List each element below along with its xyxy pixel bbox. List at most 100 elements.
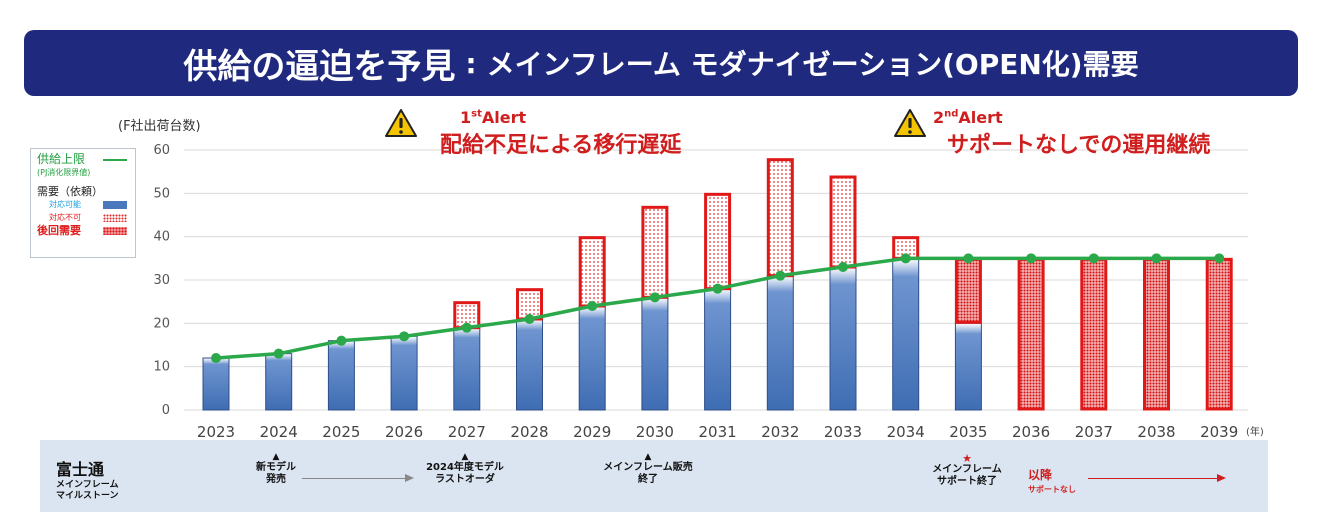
milestone-company: 富士通: [56, 460, 105, 479]
x-tick-label: 2025: [322, 423, 360, 440]
bar-feasible: [892, 257, 920, 411]
x-tick-label: 2027: [448, 423, 486, 440]
x-tick-label: 2024: [260, 423, 298, 440]
y-tick-label: 20: [153, 316, 170, 331]
milestone-last-order-line1: 2024年度モデル: [426, 462, 504, 473]
bar-feasible: [704, 288, 732, 411]
legend-infeasible-swatch: [103, 214, 127, 222]
supply-point: [649, 292, 660, 303]
title-banner: 供給の逼迫を予見 : メインフレーム モダナイゼーション(OPEN化)需要: [24, 30, 1298, 96]
bar-infeasible: [641, 205, 669, 299]
y-tick-label: 60: [153, 143, 170, 158]
milestone-new-model-line1: 新モデル: [256, 462, 296, 473]
page-title: 供給の逼迫を予見: [183, 46, 456, 87]
bar-deferred: [954, 257, 982, 324]
milestone-arrow-red: [1088, 473, 1226, 482]
legend-infeasible-label: 対応不可: [49, 213, 81, 222]
x-tick-label: 2033: [824, 423, 862, 440]
y-axis-label: (F社出荷台数): [118, 118, 201, 134]
supply-point: [461, 322, 472, 333]
x-tick-label: 2039: [1200, 423, 1238, 440]
bar-feasible: [516, 318, 543, 411]
supply-point: [900, 253, 911, 264]
milestone-last-order-line2: ラストオーダ: [435, 474, 495, 485]
x-tick-label: 2037: [1075, 423, 1113, 440]
legend-supply-swatch: [103, 159, 127, 161]
supply-point: [1088, 253, 1099, 264]
supply-point: [1151, 253, 1162, 264]
bar-feasible: [954, 322, 982, 411]
alert-2-heading: 2ndAlert: [933, 108, 1210, 127]
supply-point: [273, 348, 284, 359]
bar-feasible: [390, 335, 418, 411]
supply-point: [838, 262, 848, 272]
alert-2-label: Alert: [958, 108, 1003, 127]
alert-1-suffix: st: [471, 108, 482, 120]
supply-point: [399, 331, 410, 342]
chart-legend: 供給上限 (PJ消化限界値) 需要（依頼） 対応可能 対応不可 後回需要: [30, 148, 136, 258]
supply-point: [1214, 253, 1225, 264]
x-tick-label: 2031: [699, 423, 737, 440]
bar-deferred: [1205, 257, 1233, 411]
alert-2: 2ndAlert サポートなしでの運用継続: [893, 108, 1210, 159]
legend-feasible-label: 対応可能: [49, 200, 81, 209]
x-tick-label: 2032: [761, 423, 799, 440]
milestone-after-note: サポートなし: [1028, 485, 1076, 494]
bar-deferred: [1017, 257, 1045, 411]
bar-feasible: [265, 353, 293, 411]
bar-feasible: [578, 305, 606, 411]
alert-2-number: 2: [933, 108, 945, 127]
y-tick-label: 0: [162, 403, 170, 418]
bar-feasible: [641, 296, 669, 411]
x-tick-label: 2023: [197, 423, 235, 440]
y-tick-label: 10: [153, 360, 170, 375]
alert-2-message: サポートなしでの運用継続: [947, 133, 1211, 158]
legend-feasible: 対応可能: [37, 198, 129, 211]
legend-supply: 供給上限: [37, 153, 129, 166]
alert-1-message: 配給不足による移行遅延: [440, 133, 682, 158]
x-tick-label: 2036: [1012, 423, 1050, 440]
alert-1: 1stAlert 配給不足による移行遅延: [384, 108, 681, 159]
x-tick-label: 2034: [887, 423, 925, 440]
x-tick-label: 2029: [573, 423, 611, 440]
milestone-caption-line1: メインフレーム: [56, 480, 119, 490]
legend-deferred-swatch: [103, 227, 127, 235]
bar-infeasible: [704, 192, 732, 291]
milestone-arrow-gray: [302, 473, 414, 482]
x-tick-label: 2035: [949, 423, 987, 440]
title-separator: :: [465, 46, 477, 80]
triangle-marker-icon: ▲: [644, 452, 652, 462]
y-tick-label: 40: [153, 230, 170, 245]
bar-infeasible: [578, 236, 606, 308]
bar-deferred: [1080, 257, 1108, 411]
x-axis-unit: (年): [1246, 425, 1264, 438]
milestone-band: 富士通 メインフレーム マイルストーン ▲ 新モデル 発売 ▲ 2024年度モデ…: [40, 440, 1268, 512]
milestone-last-order: ▲ 2024年度モデル ラストオーダ: [410, 452, 520, 486]
warning-icon: [385, 109, 417, 137]
bar-infeasible: [766, 158, 794, 278]
legend-deferred: 後回需要: [37, 224, 129, 237]
milestone-support-end: ★ メインフレーム サポート終了: [922, 452, 1012, 488]
milestone-caption: メインフレーム マイルストーン: [56, 480, 119, 502]
milestone-support-end-line1: メインフレーム: [932, 464, 1002, 475]
milestone-new-model: ▲ 新モデル 発売: [246, 452, 306, 486]
bar-feasible: [327, 340, 355, 411]
legend-feasible-swatch: [103, 201, 127, 209]
star-icon: ★: [962, 452, 972, 465]
bar-feasible: [202, 357, 230, 411]
x-tick-label: 2038: [1137, 423, 1175, 440]
supply-point: [963, 253, 974, 264]
supply-point: [1026, 253, 1037, 264]
milestone-new-model-line2: 発売: [266, 474, 286, 485]
warning-icon: [894, 109, 926, 137]
milestone-caption-line2: マイルストーン: [56, 491, 119, 501]
supply-point: [587, 301, 598, 311]
milestone-sales-end: ▲ メインフレーム販売 終了: [588, 452, 708, 486]
legend-infeasible: 対応不可: [37, 211, 129, 224]
alert-1-label: Alert: [481, 108, 527, 127]
supply-point: [712, 283, 723, 294]
milestone-sales-end-line2: 終了: [638, 474, 658, 485]
bar-infeasible: [829, 175, 857, 269]
alert-1-heading: 1stAlert: [460, 108, 681, 127]
